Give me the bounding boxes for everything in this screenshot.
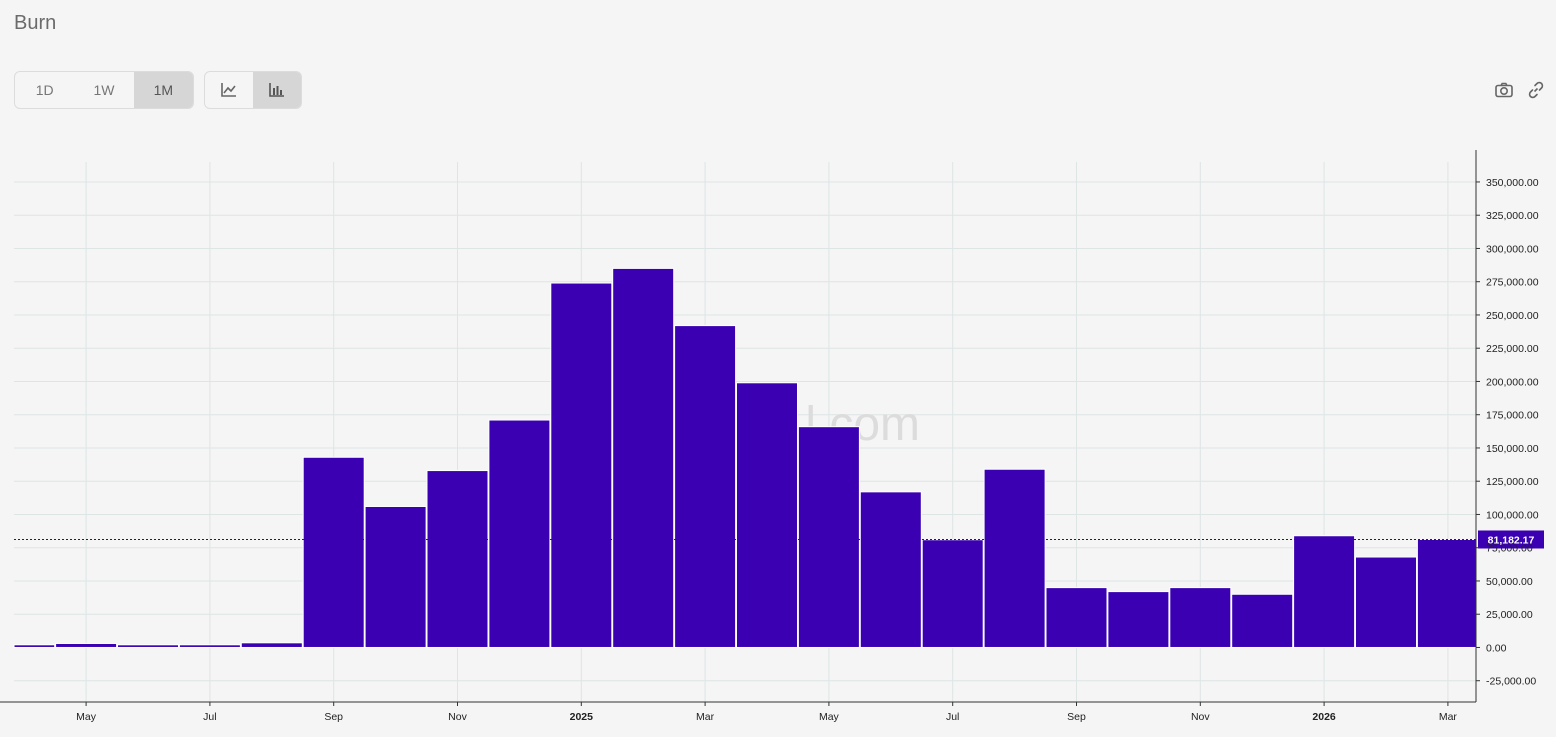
bar[interactable]	[240, 642, 303, 648]
x-tick-label: Nov	[1191, 711, 1210, 723]
bar[interactable]	[178, 644, 241, 648]
x-tick-label: May	[819, 711, 840, 723]
bars	[13, 267, 1477, 648]
y-tick-label: 250,000.00	[1486, 310, 1539, 322]
bar[interactable]	[1416, 538, 1477, 648]
bar[interactable]	[13, 644, 56, 648]
range-button-group: 1D 1W 1M	[14, 71, 194, 109]
last-value-label: 81,182.17	[1488, 534, 1535, 546]
y-tick-label: 200,000.00	[1486, 376, 1539, 388]
bar[interactable]	[117, 644, 179, 648]
chart-type-button-group	[204, 71, 302, 109]
bar[interactable]	[55, 642, 118, 648]
last-value-line: 81,182.17	[14, 530, 1544, 549]
bar[interactable]	[364, 505, 427, 648]
y-tick-label: 50,000.00	[1486, 576, 1533, 588]
x-tick-label: 2025	[570, 711, 594, 723]
x-tick-label: Jul	[203, 711, 216, 723]
y-tick-label: 325,000.00	[1486, 210, 1539, 222]
bar-chart-button[interactable]	[253, 72, 301, 108]
x-tick-label: Sep	[1067, 711, 1086, 723]
y-tick-label: 75,000.00	[1486, 543, 1533, 555]
line-chart-button[interactable]	[205, 72, 253, 108]
y-tick-label: 25,000.00	[1486, 609, 1533, 621]
y-tick-label: 0.00	[1486, 642, 1507, 654]
bar[interactable]	[1293, 535, 1356, 648]
range-1d-button[interactable]: 1D	[35, 82, 54, 98]
chart-toolbar	[1494, 80, 1546, 100]
y-tick-label: 350,000.00	[1486, 177, 1539, 189]
chart-title: Burn	[14, 12, 57, 34]
bar[interactable]	[1231, 593, 1294, 648]
y-axis: -25,000.00 0.00 25,000.00 50,000.00 75,000.0…	[1475, 150, 1539, 702]
last-value-badge	[1478, 530, 1544, 549]
bar[interactable]	[1107, 591, 1170, 648]
bar[interactable]	[550, 282, 613, 648]
bar-chart-icon	[269, 83, 284, 97]
y-tick-label: 225,000.00	[1486, 343, 1539, 355]
x-tick-label: Mar	[1439, 711, 1458, 723]
bar[interactable]	[983, 468, 1046, 648]
chart-area[interactable]: l.com 81,182.17 -25,000.00 0.00 25,000.00 5…	[0, 150, 1556, 732]
x-tick-label: Nov	[448, 711, 467, 723]
camera-icon[interactable]	[1494, 80, 1514, 100]
bar[interactable]	[674, 325, 737, 648]
range-1w-button[interactable]: 1W	[93, 82, 115, 98]
y-tick-label: -25,000.00	[1486, 676, 1536, 688]
link-icon[interactable]	[1526, 80, 1546, 100]
bar[interactable]	[426, 470, 489, 648]
y-tick-label: 125,000.00	[1486, 476, 1539, 488]
y-tick-label: 300,000.00	[1486, 243, 1539, 255]
y-tick-label: 275,000.00	[1486, 277, 1539, 289]
bar-chart[interactable]: l.com 81,182.17 -25,000.000.0025,000.005…	[0, 150, 1556, 732]
bar[interactable]	[1169, 587, 1232, 648]
x-axis: May Jul Sep Nov 2025 Mar May Jul Sep Nov 2026 Mar	[0, 701, 1476, 723]
bar[interactable]	[921, 539, 984, 648]
range-1m-button[interactable]: 1M	[133, 72, 193, 108]
x-tick-label: May	[76, 711, 97, 723]
bar[interactable]	[736, 382, 798, 648]
bar[interactable]	[302, 456, 365, 648]
x-tick-label: Mar	[696, 711, 715, 723]
bar[interactable]	[1045, 587, 1108, 648]
bar[interactable]	[859, 491, 922, 648]
bar[interactable]	[797, 426, 860, 648]
x-tick-label: 2026	[1312, 711, 1336, 723]
x-tick-label: Sep	[324, 711, 343, 723]
bar[interactable]	[488, 419, 551, 648]
bar[interactable]	[612, 267, 675, 648]
line-chart-icon	[221, 83, 236, 97]
y-tick-label: 100,000.00	[1486, 509, 1539, 521]
bar[interactable]	[1355, 556, 1417, 648]
y-tick-label: 175,000.00	[1486, 410, 1539, 422]
y-tick-label: 150,000.00	[1486, 443, 1539, 455]
x-tick-label: Jul	[946, 711, 959, 723]
